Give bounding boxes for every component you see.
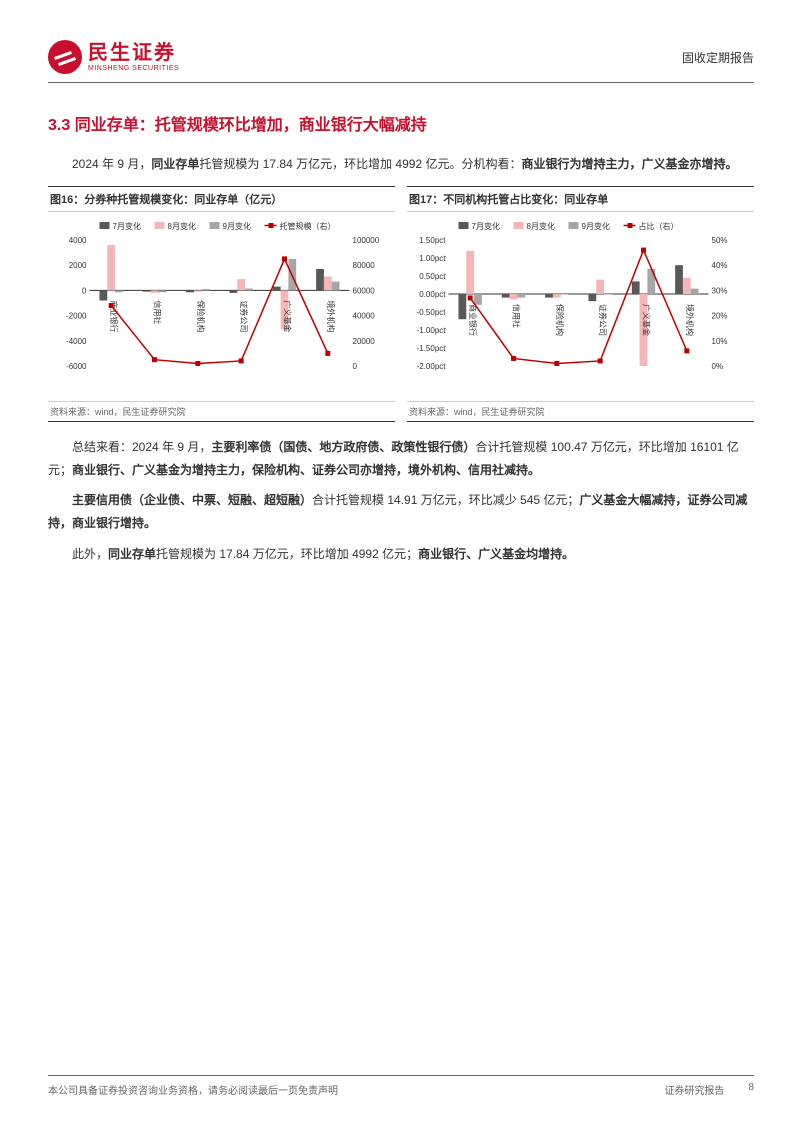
- svg-text:40%: 40%: [712, 261, 728, 270]
- svg-text:2000: 2000: [69, 261, 87, 270]
- svg-text:8月变化: 8月变化: [527, 221, 555, 231]
- svg-text:托管规模（右）: 托管规模（右）: [280, 221, 336, 231]
- svg-text:保险机构: 保险机构: [196, 300, 206, 332]
- svg-text:广义基金: 广义基金: [283, 300, 293, 332]
- svg-text:境外机构: 境外机构: [326, 300, 336, 332]
- section-title: 3.3 同业存单：托管规模环比增加，商业银行大幅减持: [48, 111, 754, 135]
- charts-row: 图16：分券种托管规模变化：同业存单（亿元） 7月变化 8月变化 9月变化 托管规模（…: [48, 186, 754, 422]
- svg-text:30%: 30%: [712, 286, 728, 295]
- svg-text:商业银行: 商业银行: [468, 304, 478, 336]
- chart-16-source: 资料来源：wind，民生证券研究院: [48, 401, 395, 422]
- paragraph-1: 2024 年 9 月，同业存单托管规模为 17.84 万亿元，环比增加 4992…: [48, 153, 754, 176]
- paragraph-2: 总结来看：2024 年 9 月，主要利率债（国债、地方政府债、政策性银行债）合计…: [48, 436, 754, 482]
- svg-text:1.50pct: 1.50pct: [419, 236, 446, 245]
- chart-16-svg: 7月变化 8月变化 9月变化 托管规模（右） -6000 -4000 -2000 0 2000 4…: [48, 216, 395, 396]
- svg-text:50%: 50%: [712, 236, 728, 245]
- svg-text:-1.00pct: -1.00pct: [417, 326, 447, 335]
- page-number: 8: [748, 1082, 754, 1097]
- svg-text:广义基金: 广义基金: [642, 304, 652, 336]
- svg-text:-1.50pct: -1.50pct: [417, 344, 447, 353]
- svg-text:9月变化: 9月变化: [582, 221, 610, 231]
- svg-text:境外机构: 境外机构: [685, 304, 695, 336]
- svg-text:-0.50pct: -0.50pct: [417, 308, 447, 317]
- chart-17-svg: 7月变化 8月变化 9月变化 占比（右） -2.00pct -1.50pct -1.00pc…: [407, 216, 754, 396]
- page-footer: 本公司具备证券投资咨询业务资格，请务必阅读最后一页免责声明 证券研究报告 8: [48, 1075, 754, 1097]
- svg-text:8月变化: 8月变化: [168, 221, 196, 231]
- chart-17-title: 图17：不同机构托管占比变化：同业存单: [407, 186, 754, 212]
- svg-text:60000: 60000: [353, 286, 376, 295]
- chart-17: 图17：不同机构托管占比变化：同业存单 7月变化 8月变化 9月变化 占比（右） -2.…: [407, 186, 754, 422]
- footer-report-label: 证券研究报告: [664, 1082, 724, 1097]
- svg-text:-2000: -2000: [66, 311, 87, 320]
- svg-text:证券公司: 证券公司: [598, 304, 608, 336]
- svg-text:0: 0: [353, 362, 358, 371]
- logo: 民生证券 MINSHENG SECURITIES: [48, 40, 179, 74]
- svg-text:-6000: -6000: [66, 362, 87, 371]
- report-type: 固收定期报告: [682, 49, 754, 66]
- svg-text:10%: 10%: [712, 337, 728, 346]
- svg-text:占比（右）: 占比（右）: [639, 221, 679, 231]
- svg-text:100000: 100000: [353, 236, 380, 245]
- svg-text:-4000: -4000: [66, 337, 87, 346]
- svg-text:7月变化: 7月变化: [472, 221, 500, 231]
- svg-text:1.00pct: 1.00pct: [419, 254, 446, 263]
- svg-text:0.00pct: 0.00pct: [419, 290, 446, 299]
- svg-text:0: 0: [82, 286, 87, 295]
- svg-text:9月变化: 9月变化: [223, 221, 251, 231]
- chart-17-source: 资料来源：wind，民生证券研究院: [407, 401, 754, 422]
- page-header: 民生证券 MINSHENG SECURITIES 固收定期报告: [48, 40, 754, 83]
- chart-16-title: 图16：分券种托管规模变化：同业存单（亿元）: [48, 186, 395, 212]
- logo-icon: [48, 40, 82, 74]
- footer-disclaimer: 本公司具备证券投资咨询业务资格，请务必阅读最后一页免责声明: [48, 1082, 338, 1097]
- svg-text:-2.00pct: -2.00pct: [417, 362, 447, 371]
- svg-text:保险机构: 保险机构: [555, 304, 565, 336]
- svg-text:信用社: 信用社: [512, 304, 522, 328]
- svg-text:80000: 80000: [353, 261, 376, 270]
- logo-en: MINSHENG SECURITIES: [88, 65, 179, 72]
- svg-text:20000: 20000: [353, 337, 376, 346]
- paragraph-4: 此外，同业存单托管规模为 17.84 万亿元，环比增加 4992 亿元；商业银行…: [48, 543, 754, 566]
- logo-cn: 民生证券: [88, 43, 179, 63]
- svg-text:20%: 20%: [712, 311, 728, 320]
- svg-text:证券公司: 证券公司: [239, 300, 249, 332]
- svg-text:40000: 40000: [353, 311, 376, 320]
- svg-text:0.50pct: 0.50pct: [419, 272, 446, 281]
- paragraph-3: 主要信用债（企业债、中票、短融、超短融）合计托管规模 14.91 万亿元，环比减…: [48, 489, 754, 535]
- svg-text:信用社: 信用社: [153, 300, 163, 324]
- svg-text:0%: 0%: [712, 362, 724, 371]
- svg-text:7月变化: 7月变化: [113, 221, 141, 231]
- svg-text:4000: 4000: [69, 236, 87, 245]
- chart-16: 图16：分券种托管规模变化：同业存单（亿元） 7月变化 8月变化 9月变化 托管规模（…: [48, 186, 395, 422]
